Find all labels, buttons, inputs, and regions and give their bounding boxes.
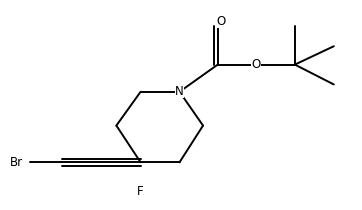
Text: Br: Br [10, 156, 23, 169]
Text: F: F [137, 185, 144, 198]
Text: N: N [175, 85, 184, 98]
Text: O: O [251, 58, 261, 71]
Text: O: O [216, 15, 225, 28]
